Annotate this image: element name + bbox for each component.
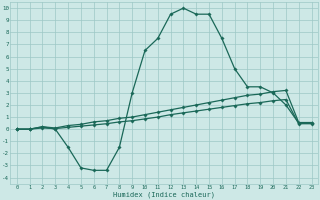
- X-axis label: Humidex (Indice chaleur): Humidex (Indice chaleur): [113, 191, 215, 198]
